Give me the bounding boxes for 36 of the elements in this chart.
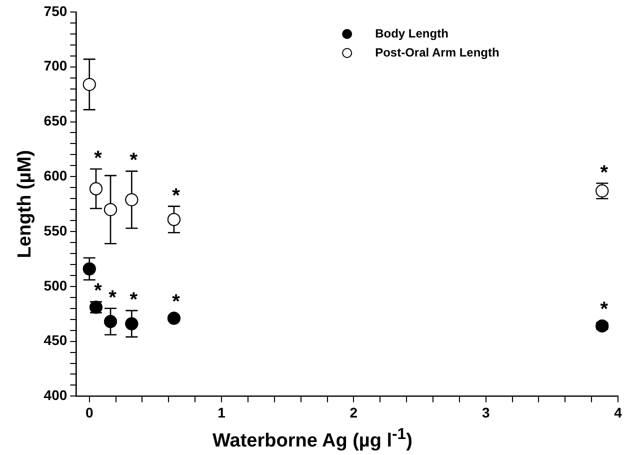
y-tick-label: 450: [44, 332, 68, 348]
annotation: *: [172, 184, 180, 207]
y-axis-title: Length (µM): [14, 150, 36, 258]
point: [89, 182, 102, 196]
point: [125, 193, 138, 206]
point: [104, 203, 118, 216]
point: [167, 212, 180, 226]
y-tick-label: 750: [44, 2, 68, 19]
legend-label: Body Length: [375, 26, 448, 40]
y-tick-label: 400: [44, 387, 68, 404]
x-tick-label: 2: [350, 404, 358, 420]
legend-label: Post-Oral Arm Length: [375, 45, 500, 60]
point: [596, 319, 609, 332]
x-tick-label: 4: [614, 404, 622, 420]
annotation: *: [108, 286, 117, 309]
y-tick-label: 700: [44, 58, 68, 74]
point: [82, 78, 96, 91]
point: [82, 262, 96, 276]
x-tick-label: 1: [218, 404, 226, 420]
annotation: *: [600, 162, 608, 184]
y-tick-label: 650: [44, 112, 68, 129]
x-tick-label: 0: [85, 404, 94, 420]
annotation: *: [130, 289, 138, 312]
y-tick-label: 550: [44, 222, 68, 238]
y-tick-label: 600: [44, 168, 68, 184]
y-tick-label: 500: [44, 277, 68, 294]
annotation: *: [600, 298, 608, 320]
x-axis-title: Waterborne Ag (µg l$^{-1}$): [212, 426, 414, 452]
annotation: *: [172, 290, 180, 313]
point: [125, 317, 138, 330]
point: [104, 315, 118, 328]
x-tick-label: 3: [482, 404, 490, 420]
annotation: *: [94, 147, 102, 170]
annotation: *: [130, 150, 138, 172]
point: [167, 312, 180, 325]
annotation: *: [94, 280, 102, 302]
